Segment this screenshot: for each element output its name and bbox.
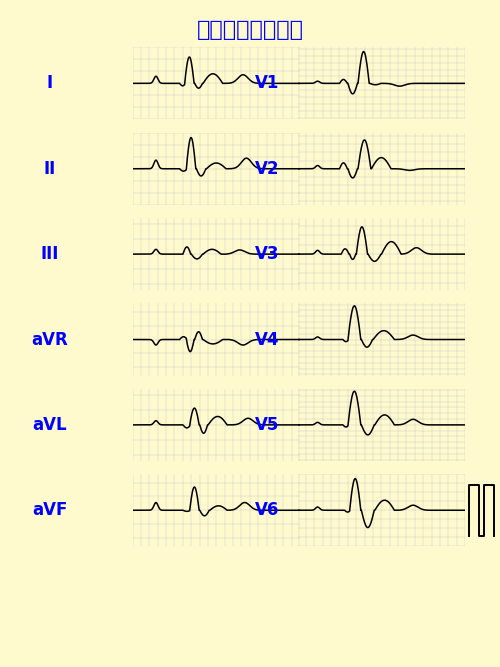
Text: V3: V3 <box>256 245 280 263</box>
Text: aVF: aVF <box>32 502 68 519</box>
Text: V4: V4 <box>256 331 280 348</box>
Text: aVL: aVL <box>32 416 68 434</box>
Text: V2: V2 <box>256 160 280 177</box>
Text: V6: V6 <box>256 502 280 519</box>
Text: 完全右脚ブロック: 完全右脚ブロック <box>196 20 304 40</box>
Text: V5: V5 <box>256 416 280 434</box>
Text: aVR: aVR <box>32 331 68 348</box>
Text: I: I <box>47 75 53 92</box>
Text: III: III <box>41 245 59 263</box>
Text: V1: V1 <box>256 75 280 92</box>
Text: II: II <box>44 160 56 177</box>
